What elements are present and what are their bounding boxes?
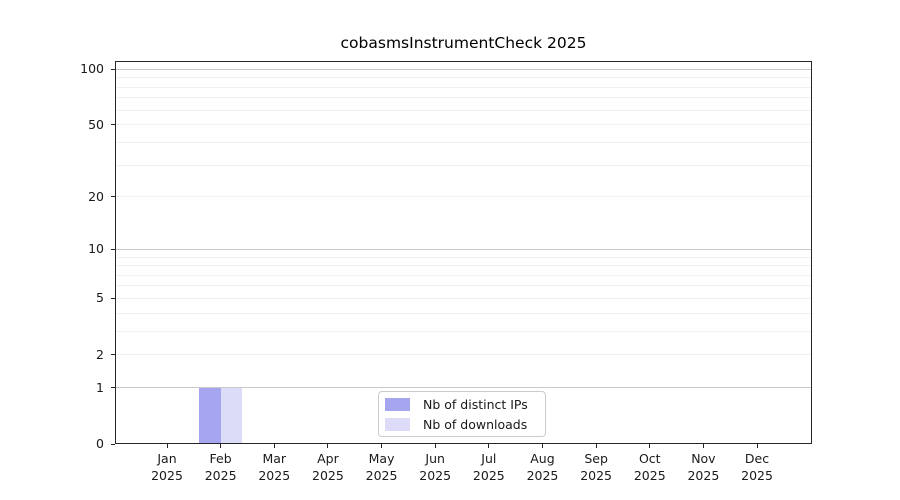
legend-swatch-distinct-ips	[385, 397, 410, 411]
x-tick-label: Sep 2025	[556, 451, 636, 484]
x-tick-year: 2025	[258, 467, 291, 483]
y-tick-mark	[111, 196, 115, 198]
chart-title: cobasmsInstrumentCheck 2025	[340, 34, 587, 52]
y-tick-mark	[111, 68, 115, 70]
y-tick-mark	[111, 443, 115, 445]
x-tick-year: 2025	[204, 467, 237, 483]
x-tick-year: 2025	[526, 467, 559, 483]
x-tick-label: Mar 2025	[234, 451, 314, 484]
x-tick-mark	[702, 444, 704, 448]
x-tick-year: 2025	[472, 467, 505, 483]
y-tick-label: 2	[96, 346, 104, 362]
legend-swatch-downloads	[385, 417, 410, 431]
bar-distinct-ips	[199, 387, 221, 443]
gridline	[116, 256, 811, 258]
x-tick-year: 2025	[633, 467, 666, 483]
gridline	[116, 97, 811, 99]
gridline	[116, 285, 811, 287]
x-tick-mark	[166, 444, 168, 448]
x-tick-year: 2025	[687, 467, 720, 483]
gridline	[116, 68, 811, 70]
y-tick-label: 10	[88, 241, 104, 257]
y-tick-mark	[111, 297, 115, 299]
gridline	[116, 77, 811, 79]
x-tick-mark	[595, 444, 597, 448]
legend-label-distinct-ips: Nb of distinct IPs	[423, 396, 528, 412]
x-tick-year: 2025	[312, 467, 344, 483]
y-tick-mark	[111, 387, 115, 389]
x-tick-label: Aug 2025	[502, 451, 582, 484]
x-tick-mark	[756, 444, 758, 448]
x-tick-label: Apr 2025	[288, 451, 368, 484]
x-tick-mark	[541, 444, 543, 448]
y-tick-mark	[111, 124, 115, 126]
y-tick-label: 5	[96, 290, 104, 306]
y-tick-label: 0	[96, 436, 104, 451]
legend-item-downloads: Nb of downloads	[385, 416, 539, 432]
x-tick-label: Oct 2025	[610, 451, 690, 484]
x-tick-year: 2025	[151, 467, 183, 483]
x-tick-label: May 2025	[342, 451, 422, 484]
x-tick-year: 2025	[419, 467, 452, 483]
y-tick-label: 1	[96, 379, 104, 395]
x-tick-label: Jun 2025	[395, 451, 475, 484]
plot-area	[115, 61, 812, 444]
gridline	[116, 265, 811, 267]
x-tick-year: 2025	[580, 467, 613, 483]
gridline	[116, 274, 811, 276]
legend-label-downloads: Nb of downloads	[423, 416, 528, 432]
gridline	[116, 196, 811, 198]
gridline	[116, 330, 811, 332]
x-tick-mark	[273, 444, 275, 448]
x-tick-label: Dec 2025	[717, 451, 797, 484]
x-tick-label: Feb 2025	[181, 451, 261, 484]
x-tick-mark	[327, 444, 329, 448]
x-tick-label: Jul 2025	[449, 451, 529, 484]
y-tick-mark	[111, 248, 115, 250]
x-tick-mark	[220, 444, 222, 448]
gridline	[116, 124, 811, 126]
y-tick-mark	[111, 354, 115, 356]
bar-downloads	[220, 387, 243, 443]
gridline	[116, 164, 811, 166]
legend: Nb of distinct IPs Nb of downloads	[378, 391, 546, 437]
gridline	[116, 141, 811, 143]
x-tick-mark	[649, 444, 651, 448]
legend-item-distinct-ips: Nb of distinct IPs	[385, 396, 539, 412]
gridline	[116, 297, 811, 299]
gridline	[116, 387, 811, 389]
gridline	[116, 354, 811, 356]
x-tick-year: 2025	[365, 467, 398, 483]
gridline	[116, 109, 811, 111]
x-tick-year: 2025	[741, 467, 773, 483]
gridline	[116, 86, 811, 88]
y-tick-label: 20	[88, 188, 104, 204]
x-tick-mark	[488, 444, 490, 448]
x-tick-mark	[381, 444, 383, 448]
x-tick-label: Jan 2025	[127, 451, 207, 484]
x-tick-mark	[434, 444, 436, 448]
gridline	[116, 248, 811, 250]
y-tick-label: 100	[80, 61, 104, 77]
x-tick-label: Nov 2025	[663, 451, 743, 484]
gridline	[116, 312, 811, 314]
y-tick-label: 50	[88, 116, 104, 132]
